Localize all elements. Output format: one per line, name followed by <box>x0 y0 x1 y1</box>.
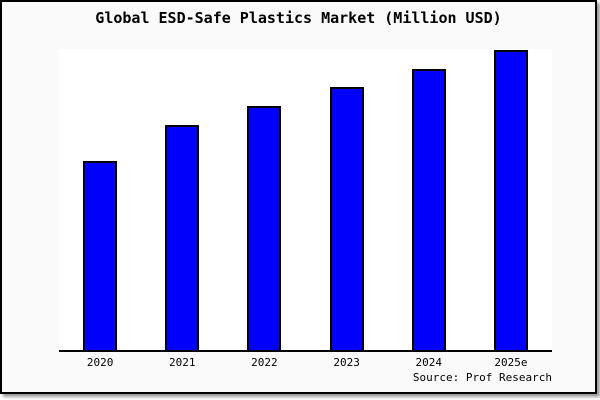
bar-slot-2020 <box>59 49 141 350</box>
x-tick-label-2024: 2024 <box>415 356 443 369</box>
chart-title: Global ESD-Safe Plastics Market (Million… <box>95 9 502 27</box>
bar-2023 <box>329 86 364 350</box>
x-tick-label-2023: 2023 <box>333 356 360 369</box>
bars-container <box>59 49 552 350</box>
bar-slot-2024 <box>388 49 470 350</box>
bar-slot-2021 <box>141 49 223 350</box>
x-tick-label-2022: 2022 <box>251 356 278 369</box>
bar-2024 <box>411 68 446 350</box>
bar-2022 <box>247 106 282 350</box>
bar-2021 <box>165 125 200 350</box>
x-axis-tick-labels: 2020 2021 2022 2023 2024 2025e <box>59 356 552 369</box>
source-credit: Source: Prof Research <box>412 371 552 384</box>
bar-slot-2025e <box>470 49 552 350</box>
plot-area <box>59 49 552 352</box>
x-tick-label-2020: 2020 <box>86 356 114 369</box>
bar-2025e <box>493 50 528 350</box>
bar-2020 <box>83 161 118 350</box>
bar-slot-2022 <box>223 49 305 350</box>
bar-slot-2023 <box>306 49 388 350</box>
x-tick-label-2025e: 2025e <box>494 356 528 369</box>
x-tick-label-2021: 2021 <box>169 356 196 369</box>
